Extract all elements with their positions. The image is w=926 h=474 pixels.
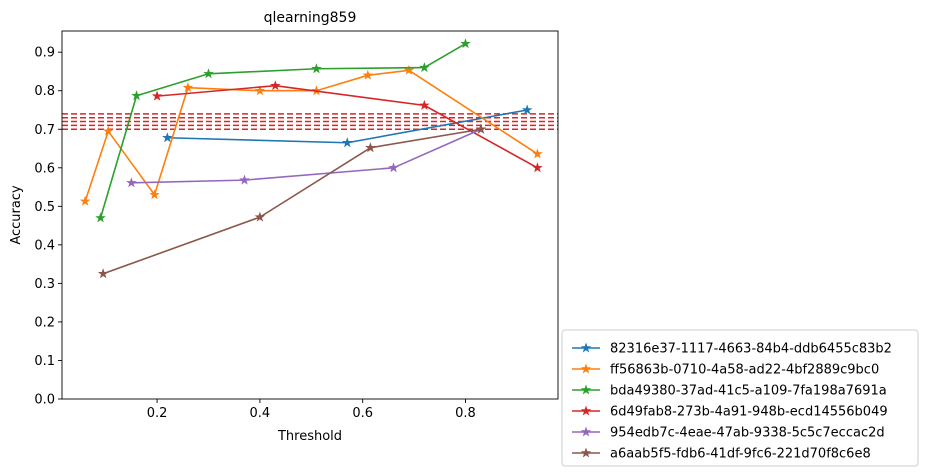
legend-label: 954edb7c-4eae-47ab-9338-5c5c7eccac2d bbox=[610, 426, 885, 441]
data-point bbox=[311, 85, 322, 96]
data-point bbox=[162, 132, 173, 143]
data-point bbox=[126, 177, 137, 188]
x-tick-label: 0.6 bbox=[352, 406, 373, 421]
data-point bbox=[342, 137, 353, 148]
legend-marker bbox=[580, 342, 592, 353]
y-tick-label: 0.1 bbox=[34, 354, 55, 369]
legend-label: 82316e37-1117-4663-84b4-ddb6455c83b2 bbox=[610, 342, 892, 357]
legend-marker bbox=[580, 447, 592, 458]
data-point bbox=[475, 123, 487, 134]
y-tick-label: 0.3 bbox=[34, 277, 55, 292]
data-point bbox=[239, 174, 250, 185]
legend-label: ff56863b-0710-4a58-ad22-4bf2889c9bc0 bbox=[610, 363, 879, 378]
legend-marker bbox=[580, 384, 592, 395]
data-point bbox=[403, 64, 415, 75]
data-point bbox=[419, 62, 430, 73]
data-point bbox=[311, 63, 322, 74]
y-tick-label: 0.2 bbox=[34, 315, 55, 330]
data-point bbox=[203, 68, 214, 79]
data-point bbox=[97, 268, 109, 279]
y-tick-label: 0.6 bbox=[34, 161, 55, 176]
plot-frame bbox=[61, 30, 559, 400]
x-tick-label: 0.4 bbox=[250, 406, 271, 421]
y-axis: 0.0 0.1 0.2 0.3 0.4 0.5 0.6 0.7 0.8 0.9 bbox=[34, 46, 62, 408]
series-line bbox=[102, 128, 482, 275]
y-tick-label: 0.4 bbox=[34, 238, 55, 253]
legend-marker bbox=[580, 405, 592, 416]
y-tick-label: 0.0 bbox=[34, 393, 55, 408]
series-line bbox=[131, 128, 482, 184]
legend-label: a6aab5f5-fdb6-41df-9fc6-221d70f8c6e8 bbox=[610, 447, 871, 462]
reference-lines bbox=[62, 113, 558, 131]
data-point bbox=[532, 148, 543, 159]
data-point bbox=[79, 195, 91, 206]
data-point bbox=[362, 69, 374, 80]
data-point bbox=[419, 99, 430, 110]
series-layer bbox=[79, 38, 543, 279]
plot-area bbox=[61, 30, 559, 400]
data-point bbox=[95, 212, 106, 223]
y-axis-label: Accuracy bbox=[9, 185, 24, 245]
y-tick-label: 0.5 bbox=[34, 200, 55, 215]
data-point bbox=[149, 189, 160, 200]
legend-frame bbox=[561, 329, 919, 467]
x-axis-label: Threshold bbox=[277, 429, 342, 444]
legend-marker bbox=[580, 426, 592, 437]
x-axis: 0.2 0.4 0.6 0.8 bbox=[147, 399, 476, 421]
data-point bbox=[182, 82, 194, 93]
series-line bbox=[99, 43, 466, 219]
x-tick-label: 0.2 bbox=[147, 406, 168, 421]
y-tick-label: 0.8 bbox=[34, 84, 55, 99]
legend: 82316e37-1117-4663-84b4-ddb6455c83b2 ff56… bbox=[561, 329, 919, 467]
series-line bbox=[157, 84, 538, 169]
legend-label: 6d49fab8-273b-4a91-948b-ecd14556b049 bbox=[610, 405, 888, 420]
data-point bbox=[151, 90, 163, 101]
data-point bbox=[460, 38, 471, 49]
y-tick-label: 0.7 bbox=[34, 123, 55, 138]
data-point bbox=[103, 125, 114, 136]
y-tick-label: 0.9 bbox=[34, 46, 55, 61]
plot-background bbox=[62, 31, 558, 399]
data-point bbox=[365, 142, 376, 153]
data-point bbox=[388, 162, 399, 173]
data-point bbox=[270, 80, 281, 91]
x-tick-label: 0.8 bbox=[455, 406, 476, 421]
chart-title: qlearning859 bbox=[264, 10, 357, 26]
legend-label: bda49380-37ad-41c5-a109-7fa198a7691a bbox=[610, 384, 887, 399]
data-point bbox=[532, 162, 543, 173]
data-point bbox=[521, 104, 533, 115]
data-point bbox=[254, 211, 266, 222]
legend-marker bbox=[580, 363, 592, 374]
data-point bbox=[131, 90, 142, 101]
data-point bbox=[254, 85, 266, 96]
